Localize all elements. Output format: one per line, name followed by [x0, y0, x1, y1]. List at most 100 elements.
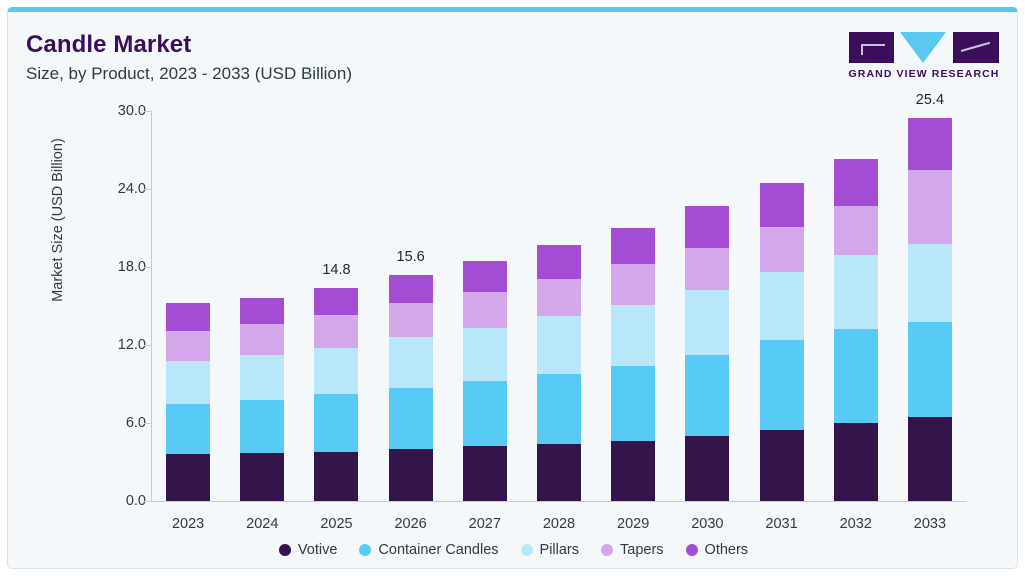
y-axis-tick-label: 6.0: [125, 415, 146, 431]
bar-segment[interactable]: [314, 347, 359, 395]
stacked-bar[interactable]: [388, 274, 433, 501]
bar-segment[interactable]: [759, 272, 804, 340]
bar-segment[interactable]: [907, 321, 952, 417]
bar-segment[interactable]: [166, 454, 211, 501]
bar-segment[interactable]: [537, 373, 581, 444]
bar-segment[interactable]: [314, 394, 359, 452]
bar-segment[interactable]: [759, 339, 804, 430]
bar-segment[interactable]: [462, 446, 507, 501]
y-axis-tick-mark: [144, 267, 152, 268]
stacked-bar[interactable]: [537, 244, 581, 501]
bar-segment[interactable]: [462, 291, 507, 329]
chart-header: Candle Market Size, by Product, 2023 - 2…: [8, 12, 1017, 98]
bar-segment[interactable]: [166, 330, 211, 361]
x-axis-tick-label: 2028: [542, 516, 576, 532]
bar-segment[interactable]: [907, 169, 952, 244]
bar-segment[interactable]: [166, 403, 211, 455]
bar-segment[interactable]: [833, 423, 878, 501]
bar-segment[interactable]: [833, 255, 878, 330]
bar-segment[interactable]: [833, 329, 878, 423]
bar-segment[interactable]: [907, 243, 952, 322]
bar-segment[interactable]: [907, 416, 952, 501]
logo-v-icon: [900, 32, 946, 63]
bar-segment[interactable]: [388, 303, 433, 338]
bar-segment[interactable]: [759, 226, 804, 273]
y-axis-tick-mark: [144, 189, 152, 190]
bar-segment[interactable]: [611, 441, 656, 501]
y-axis-tick-mark: [144, 111, 152, 112]
legend-label: Votive: [297, 542, 338, 558]
chart-legend: Votive Container Candles Pillars Tapers Othe…: [8, 542, 1017, 558]
bar-segment[interactable]: [166, 360, 211, 404]
legend-item[interactable]: Container Candles: [359, 542, 499, 558]
x-axis-line: [151, 501, 967, 502]
grand-view-research-logo: GRAND VIEW RESEARCH: [845, 32, 1003, 84]
bar-segment[interactable]: [537, 316, 581, 374]
bar-segment[interactable]: [907, 117, 952, 170]
bar-segment[interactable]: [240, 399, 285, 453]
stacked-bar[interactable]: [462, 260, 507, 501]
bar-segment[interactable]: [685, 205, 730, 248]
logo-g-icon: [849, 32, 894, 63]
bar-segment[interactable]: [759, 182, 804, 227]
y-axis-tick-label: 12.0: [117, 337, 146, 353]
bar-segment[interactable]: [462, 381, 507, 447]
stacked-bar[interactable]: [240, 298, 285, 501]
stacked-bar[interactable]: [907, 117, 952, 501]
bar-segment[interactable]: [537, 244, 581, 279]
bar-segment[interactable]: [685, 290, 730, 356]
bar-segment[interactable]: [388, 337, 433, 388]
bar-segment[interactable]: [611, 228, 656, 265]
bar-segment[interactable]: [314, 315, 359, 348]
bar-segment[interactable]: [611, 304, 656, 366]
bar-value-label: 25.4: [915, 91, 945, 108]
stacked-bar[interactable]: [685, 205, 730, 501]
stacked-bar[interactable]: [611, 228, 656, 501]
x-axis-tick-label: 2033: [913, 516, 947, 532]
bar-segment[interactable]: [314, 287, 359, 316]
bar-segment[interactable]: [833, 205, 878, 256]
bar-segment[interactable]: [462, 260, 507, 292]
bar-segment[interactable]: [759, 429, 804, 501]
stacked-bar[interactable]: [833, 159, 878, 501]
stacked-bar[interactable]: [759, 182, 804, 501]
x-axis-tick-label: 2024: [246, 516, 279, 532]
logo-r-icon: [953, 32, 999, 63]
legend-swatch-icon: [520, 544, 533, 556]
bar-segment[interactable]: [314, 451, 359, 501]
bar-segment[interactable]: [685, 247, 730, 291]
bar-segment[interactable]: [388, 274, 433, 304]
y-axis-title: Market Size (USD Billion): [50, 138, 66, 302]
stacked-bar[interactable]: [314, 287, 359, 501]
bar-segment[interactable]: [240, 298, 285, 325]
stacked-bar[interactable]: [166, 303, 211, 501]
legend-swatch-icon: [601, 544, 614, 556]
x-axis-tick-label: 2029: [617, 516, 650, 532]
legend-item[interactable]: Others: [685, 542, 749, 558]
bar-segment[interactable]: [537, 443, 581, 501]
bar-segment[interactable]: [685, 355, 730, 436]
bar-segment[interactable]: [611, 264, 656, 305]
bar-segment[interactable]: [611, 365, 656, 442]
bar-segment[interactable]: [240, 355, 285, 400]
legend-item[interactable]: Pillars: [520, 542, 579, 558]
bar-segment[interactable]: [166, 303, 211, 331]
bar-segment[interactable]: [833, 159, 878, 206]
bar-segment[interactable]: [388, 387, 433, 449]
bar-segment[interactable]: [685, 436, 730, 501]
bar-segment[interactable]: [462, 328, 507, 382]
logo-wordmark: GRAND VIEW RESEARCH: [848, 68, 1000, 80]
legend-item[interactable]: Votive: [278, 542, 338, 558]
x-axis-tick-label: 2031: [765, 516, 798, 532]
chart-card: Candle Market Size, by Product, 2023 - 2…: [7, 7, 1018, 569]
bar-segment[interactable]: [240, 324, 285, 356]
bar-segment[interactable]: [537, 278, 581, 317]
y-axis-tick-mark: [144, 423, 152, 424]
legend-label: Others: [704, 542, 749, 558]
page-title: Candle Market: [26, 31, 192, 58]
legend-item[interactable]: Tapers: [601, 542, 664, 558]
legend-swatch-icon: [685, 544, 698, 556]
bar-segment[interactable]: [388, 449, 433, 501]
bar-segment[interactable]: [240, 452, 285, 501]
